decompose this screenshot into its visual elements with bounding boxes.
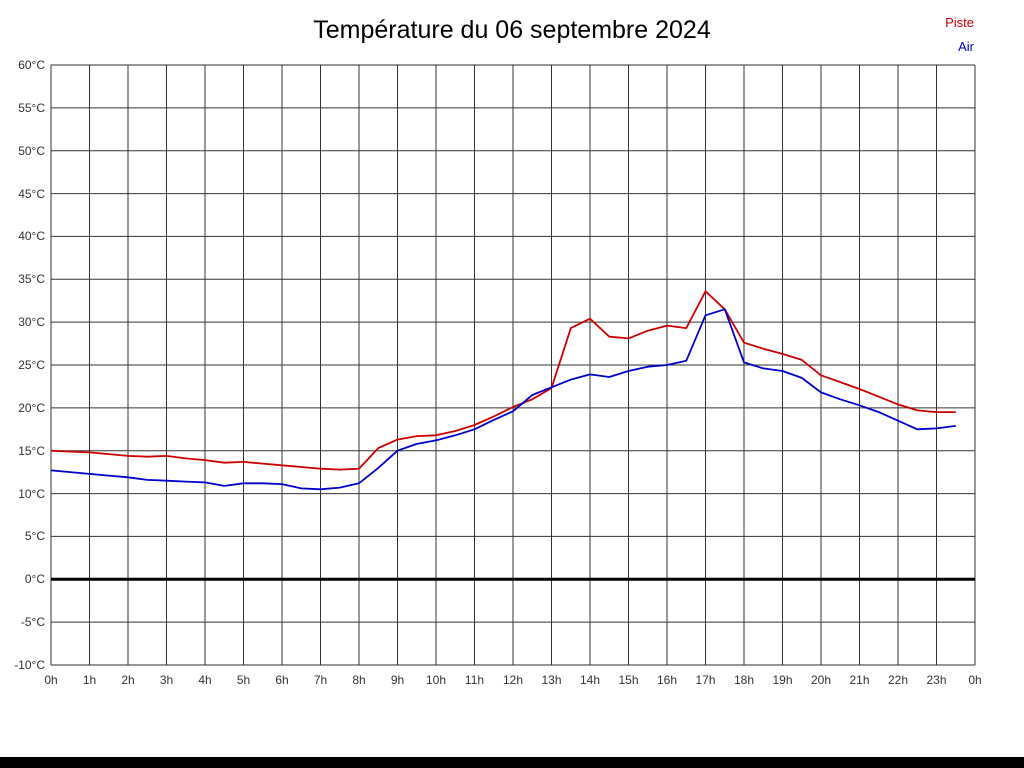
y-tick-label: 10°C bbox=[18, 486, 45, 501]
x-tick-label: 22h bbox=[887, 673, 909, 687]
bottom-bar bbox=[0, 757, 1024, 768]
x-tick-label: 18h bbox=[733, 673, 755, 687]
legend-air: Air bbox=[958, 39, 974, 54]
chart-legend: Piste Air bbox=[945, 11, 974, 59]
y-tick-label: 45°C bbox=[18, 186, 45, 201]
x-tick-label: 7h bbox=[313, 673, 328, 687]
x-tick-label: 20h bbox=[810, 673, 832, 687]
x-tick-label: 6h bbox=[275, 673, 289, 687]
y-tick-label: 15°C bbox=[18, 443, 45, 458]
y-tick-label: 40°C bbox=[18, 229, 45, 244]
y-tick-label: -10°C bbox=[14, 658, 45, 672]
y-tick-label: 5°C bbox=[24, 529, 45, 544]
x-tick-label: 13h bbox=[541, 673, 562, 687]
x-tick-label: 0h bbox=[44, 673, 58, 687]
y-tick-label: 35°C bbox=[18, 272, 45, 287]
legend-piste: Piste bbox=[945, 15, 974, 30]
y-tick-label: -5°C bbox=[20, 615, 45, 630]
y-tick-label: 60°C bbox=[18, 58, 45, 72]
y-tick-label: 50°C bbox=[18, 143, 45, 158]
x-tick-label: 1h bbox=[82, 673, 97, 687]
x-tick-label: 0h bbox=[968, 673, 982, 687]
x-tick-label: 23h bbox=[926, 673, 947, 687]
series-line-air bbox=[50, 308, 956, 491]
y-tick-label: 30°C bbox=[18, 315, 45, 330]
x-tick-label: 14h bbox=[579, 673, 601, 687]
x-tick-label: 5h bbox=[236, 673, 251, 687]
series-line-piste bbox=[50, 290, 956, 471]
x-tick-label: 15h bbox=[618, 673, 639, 687]
y-tick-label: 55°C bbox=[18, 100, 45, 115]
x-tick-label: 16h bbox=[656, 673, 678, 687]
x-tick-label: 17h bbox=[695, 673, 716, 687]
x-tick-label: 19h bbox=[772, 673, 793, 687]
y-tick-label: 25°C bbox=[18, 358, 45, 372]
x-tick-label: 8h bbox=[352, 673, 366, 687]
x-tick-label: 4h bbox=[198, 673, 212, 687]
y-tick-label: 0°C bbox=[24, 572, 45, 587]
x-tick-label: 21h bbox=[849, 673, 870, 687]
x-tick-label: 2h bbox=[121, 673, 135, 687]
x-tick-label: 10h bbox=[425, 673, 447, 687]
x-tick-label: 9h bbox=[390, 673, 405, 687]
x-tick-label: 11h bbox=[464, 673, 485, 687]
chart-title: Température du 06 septembre 2024 bbox=[313, 16, 711, 44]
x-tick-label: 3h bbox=[159, 673, 174, 687]
y-tick-label: 20°C bbox=[18, 400, 45, 415]
x-tick-label: 12h bbox=[502, 673, 524, 687]
